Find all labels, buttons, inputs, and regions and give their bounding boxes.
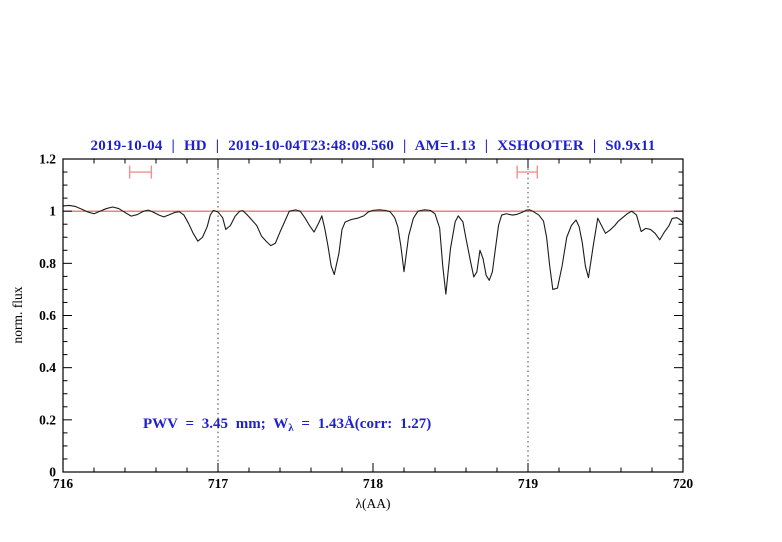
axis-tick-labels: 716 717 718 719 720 0 0.2 0.4 0.6 0.8 1 1.2: [39, 152, 693, 492]
pwv-annotation-suffix: = 1.43Å(corr: 1.27): [294, 416, 432, 432]
plot-title: 2019-10-04 | HD | 2019-10-04T23:48:09.56…: [91, 138, 656, 154]
y-tick-label: 0.8: [39, 256, 56, 271]
x-tick-label: 720: [673, 476, 694, 491]
spectrum-line: [62, 204, 684, 295]
y-axis-label: norm. flux: [10, 286, 25, 343]
y-tick-label: 1: [49, 204, 56, 219]
x-tick-label: 716: [53, 476, 74, 491]
pwv-annotation-prefix: PWV = 3.45 mm; W: [143, 416, 288, 432]
pwv-annotation-subscript: λ: [288, 422, 294, 434]
y-tick-label: 0.2: [39, 412, 56, 427]
y-tick-label: 1.2: [39, 152, 56, 167]
x-tick-label: 719: [518, 476, 539, 491]
y-tick-label: 0.6: [39, 308, 56, 323]
axis-ticks: [62, 158, 684, 473]
x-axis-label: λ(AA): [355, 496, 390, 511]
y-tick-label: 0.4: [39, 360, 56, 375]
y-tick-label: 0: [49, 465, 56, 480]
telluric-range-markers: [128, 165, 538, 179]
x-tick-label: 718: [363, 476, 384, 491]
x-tick-label: 717: [208, 476, 229, 491]
pwv-annotation: PWV = 3.45 mm; Wλ = 1.43Å(corr: 1.27): [143, 416, 431, 434]
